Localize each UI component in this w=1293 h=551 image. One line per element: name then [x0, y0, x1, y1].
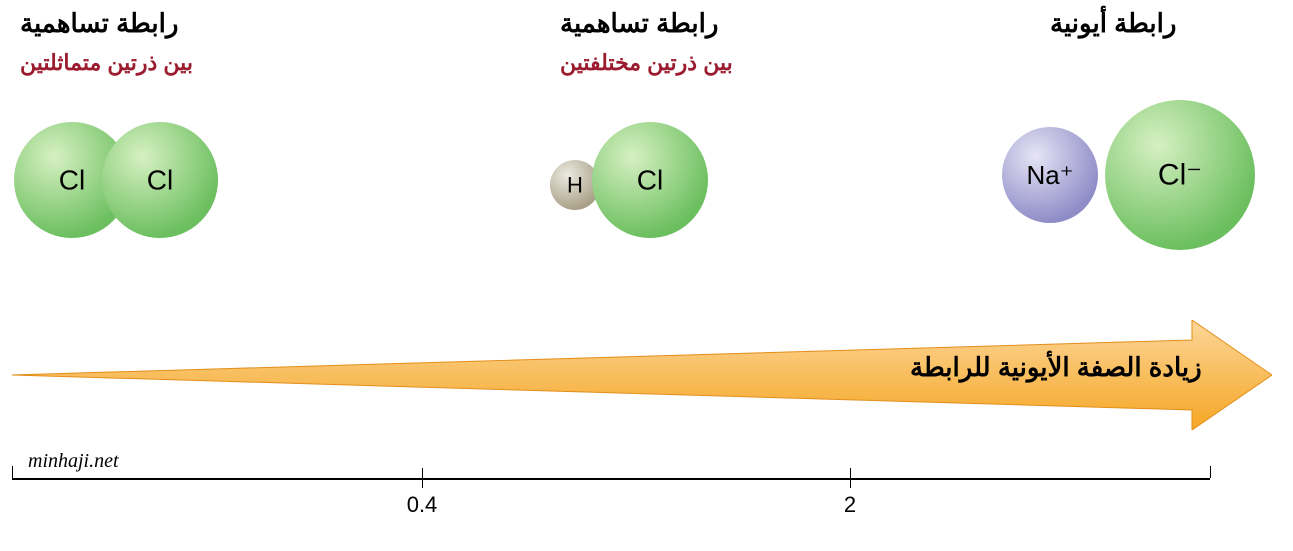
axis-tick-label: 2	[844, 492, 856, 518]
axis-line	[12, 478, 1210, 480]
axis-end-tick	[12, 466, 13, 478]
axis-end-tick	[1210, 466, 1211, 478]
axis-tick	[850, 468, 851, 488]
atom-label: Na⁺	[1027, 160, 1074, 190]
axis-tick-label: 0.4	[407, 492, 438, 518]
arrow-text: زيادة الصفة الأيونية للرابطة	[910, 352, 1202, 383]
atom-label: Cl⁻	[1158, 159, 1202, 192]
axis-tick	[422, 468, 423, 488]
atom-label: Cl	[637, 165, 663, 196]
watermark: minhaji.net	[28, 450, 119, 473]
molecules-svg: Cl Cl H Cl Na⁺ Cl⁻	[0, 0, 1293, 300]
atom-label: H	[567, 173, 583, 198]
atom-label: Cl	[147, 165, 173, 196]
atom-label: Cl	[59, 165, 85, 196]
